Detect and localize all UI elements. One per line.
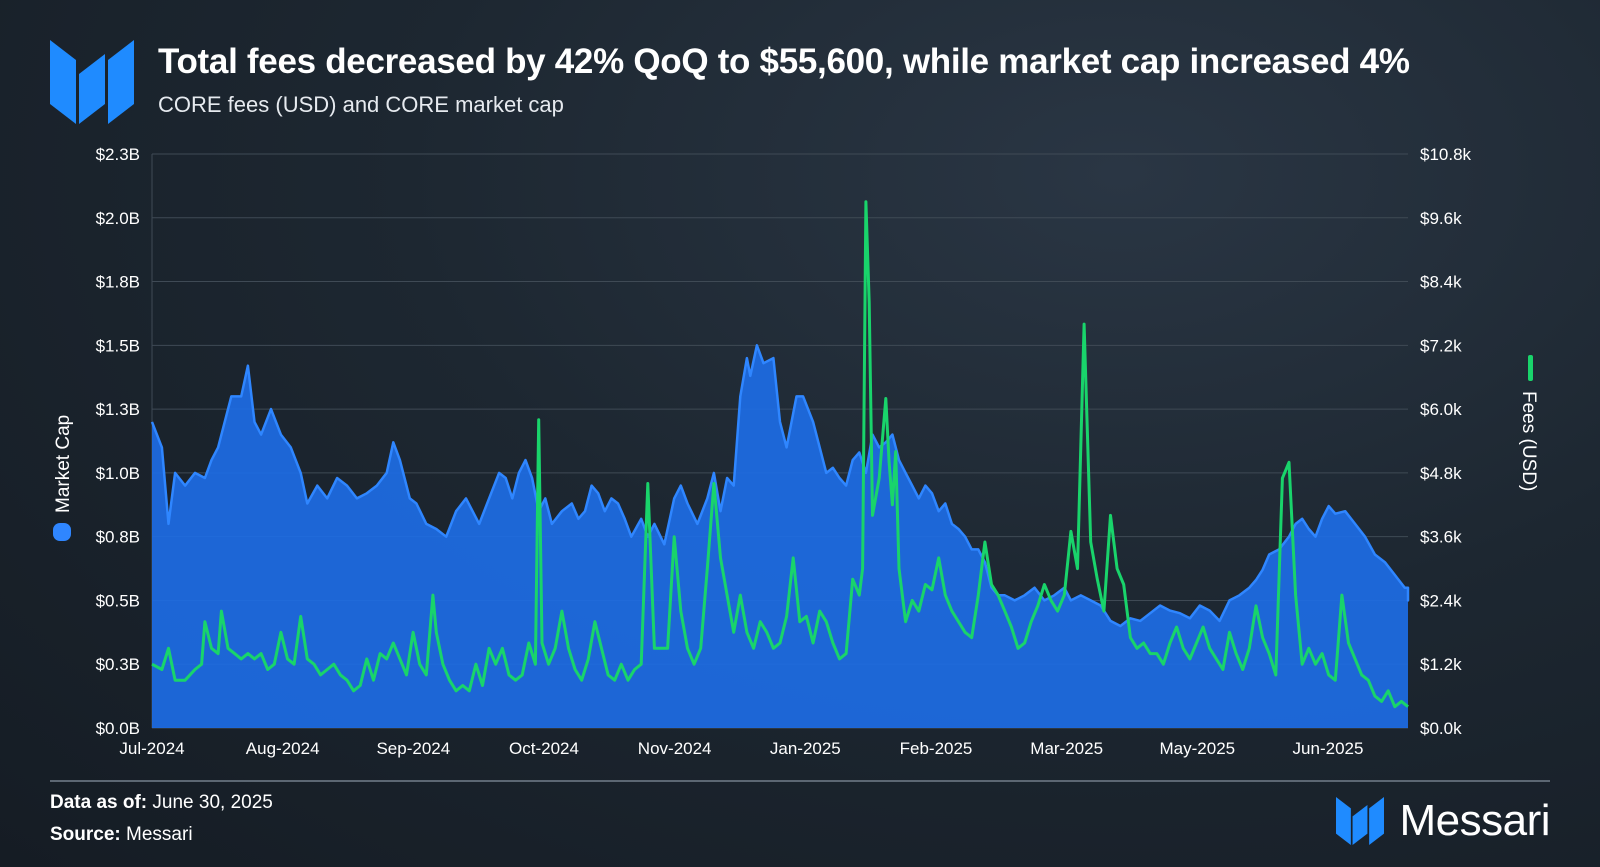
area-layer — [150, 344, 1410, 728]
chart: $0.0B $0.3B $0.5B $0.8B $1.0B $1.3B $1.5B $1.8B… — [53, 145, 1539, 758]
x-tick-label: May-2025 — [1160, 739, 1236, 758]
page-subtitle: CORE fees (USD) and CORE market cap — [158, 92, 564, 117]
right-tick-label: $9.6k — [1420, 209, 1462, 228]
fees-line — [151, 200, 1409, 709]
right-tick-label: $3.6k — [1420, 528, 1462, 547]
x-tick-label: Nov-2024 — [638, 739, 712, 758]
messari-logo-icon — [50, 40, 134, 124]
brand: Messari — [1335, 796, 1550, 846]
x-tick-label: Sep-2024 — [376, 739, 450, 758]
messari-brand-icon — [1336, 797, 1385, 845]
brand-name: Messari — [1399, 796, 1550, 845]
left-axis-legend: Market Cap — [53, 415, 74, 541]
x-tick-label: Jun-2025 — [1293, 739, 1364, 758]
source: Source: Messari — [50, 824, 193, 846]
x-tick-label: Oct-2024 — [509, 739, 579, 758]
right-tick-label: $4.8k — [1420, 464, 1462, 483]
right-tick-label: $1.2k — [1420, 655, 1462, 674]
market-cap-area — [152, 345, 1408, 728]
left-tick-label: $0.5B — [96, 591, 140, 610]
left-tick-label: $2.3B — [96, 145, 140, 164]
right-tick-label: $10.8k — [1420, 145, 1472, 164]
right-tick-label: $7.2k — [1420, 336, 1462, 355]
x-tick-label: Feb-2025 — [900, 739, 973, 758]
right-axis-label: Fees (USD) — [1518, 391, 1539, 491]
source-label: Source: — [50, 824, 121, 845]
page-title: Total fees decreased by 42% QoQ to $55,6… — [158, 42, 1410, 81]
fees-legend-swatch — [1528, 355, 1533, 381]
x-tick-label: Jul-2024 — [119, 739, 184, 758]
left-tick-label: $1.5B — [96, 336, 140, 355]
left-tick-label: $0.0B — [96, 719, 140, 738]
x-tick-label: Jan-2025 — [770, 739, 841, 758]
legend-layer: Market Cap Fees (USD) — [53, 355, 1539, 541]
right-tick-label: $2.4k — [1420, 591, 1462, 610]
data-as-of-label: Data as of: — [50, 792, 148, 813]
line-layer — [151, 200, 1409, 709]
left-tick-label: $0.3B — [96, 655, 140, 674]
x-tick-label: Mar-2025 — [1030, 739, 1103, 758]
left-tick-label: $1.0B — [96, 464, 140, 483]
data-as-of-value: June 30, 2025 — [152, 792, 273, 813]
right-tick-label: $6.0k — [1420, 400, 1462, 419]
footer-divider — [50, 780, 1550, 782]
right-tick-label: $8.4k — [1420, 273, 1462, 292]
right-axis-legend: Fees (USD) — [1518, 355, 1539, 491]
market-cap-legend-swatch — [53, 523, 71, 541]
right-tick-label: $0.0k — [1420, 719, 1462, 738]
x-tick-label: Aug-2024 — [246, 739, 320, 758]
left-tick-label: $2.0B — [96, 209, 140, 228]
source-value: Messari — [126, 824, 193, 845]
left-tick-label: $0.8B — [96, 528, 140, 547]
left-tick-label: $1.3B — [96, 400, 140, 419]
left-tick-label: $1.8B — [96, 273, 140, 292]
axis-layer: $0.0B $0.3B $0.5B $0.8B $1.0B $1.3B $1.5B $1.8B… — [96, 145, 1472, 758]
market-cap-line — [150, 344, 1410, 628]
left-axis-label: Market Cap — [53, 415, 74, 513]
data-as-of: Data as of: June 30, 2025 — [50, 792, 273, 814]
